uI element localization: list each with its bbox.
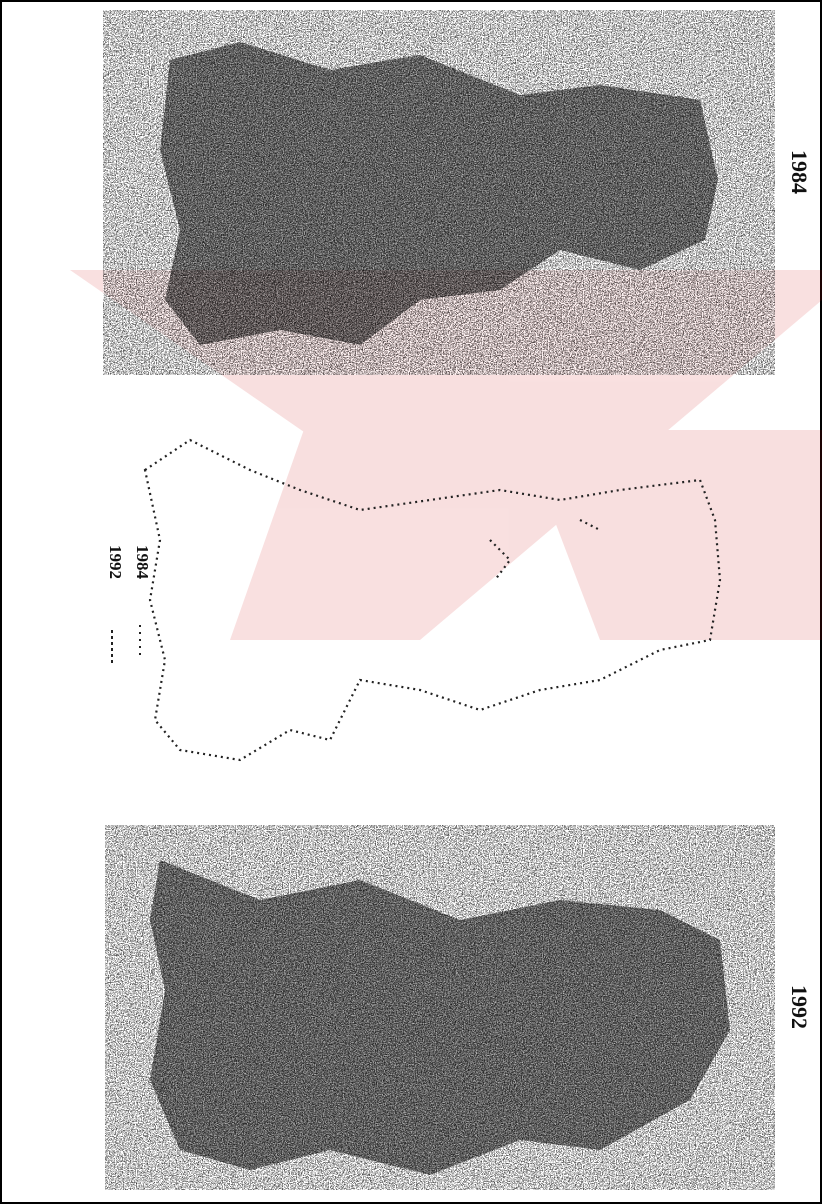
legend-label: 1992 bbox=[106, 545, 125, 579]
page: 1984 1984 1992 1992 (() => { const data … bbox=[0, 0, 822, 1204]
image-label: 1992 bbox=[787, 985, 812, 1029]
satellite-image-1984 bbox=[103, 10, 775, 375]
scanned-figure: 1984 1984 1992 1992 bbox=[0, 0, 822, 1204]
legend-label: 1984 bbox=[133, 545, 152, 580]
image-label: 1984 bbox=[787, 150, 812, 194]
satellite-image-1992 bbox=[105, 825, 775, 1190]
